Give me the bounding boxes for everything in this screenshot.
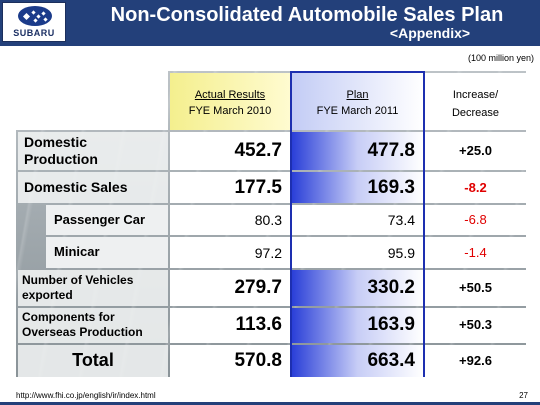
page-title: Non-Consolidated Automobile Sales Plan: [110, 4, 504, 26]
actual-domestic-sales: 177.5: [170, 172, 290, 203]
plan-passenger-car: 73.4: [292, 205, 423, 235]
col-header-change: Increase/ Decrease: [425, 73, 526, 130]
actual-total: 570.8: [170, 345, 290, 377]
actual-vehicles-exported: 279.7: [170, 270, 290, 306]
col-header-actual: Actual Results FYE March 2010: [170, 73, 290, 130]
change-domestic-sales: -8.2: [425, 172, 526, 203]
col-header-plan-line2: FYE March 2011: [316, 105, 399, 117]
col-header-plan: Plan FYE March 2011: [292, 73, 423, 130]
row-label-minicar: Minicar: [46, 237, 168, 268]
col-header-change-line2: Decrease: [451, 107, 500, 119]
actual-passenger-car: 80.3: [170, 205, 290, 235]
plan-column-left-border: [290, 71, 292, 377]
change-minicar: -1.4: [425, 237, 526, 268]
row-label-total: Total: [18, 345, 168, 377]
plan-minicar: 95.9: [292, 237, 423, 268]
change-components-overseas: +50.3: [425, 308, 526, 343]
plan-domestic-sales: 169.3: [292, 172, 423, 203]
plan-column-top-border: [290, 71, 425, 73]
col-header-actual-line2: FYE March 2010: [188, 105, 272, 117]
logo-text: SUBARU: [13, 28, 55, 38]
subaru-logo: SUBARU: [2, 2, 66, 42]
pleiades-star-icon: [18, 6, 52, 26]
col-header-plan-line1: Plan: [346, 89, 369, 101]
change-domestic-production: +25.0: [425, 132, 526, 170]
header-bar: SUBARU Non-Consolidated Automobile Sales…: [0, 0, 540, 46]
unit-note: (100 million yen): [467, 53, 534, 63]
page-subtitle: <Appendix>: [389, 25, 471, 41]
plan-vehicles-exported: 330.2: [292, 270, 423, 306]
actual-components-overseas: 113.6: [170, 308, 290, 343]
footer-bar: [0, 402, 540, 405]
plan-column-right-border: [423, 71, 425, 377]
plan-total: 663.4: [292, 345, 423, 377]
page-number: 27: [519, 391, 528, 400]
col-header-change-line1: Increase/: [452, 89, 499, 101]
col-header-actual-line1: Actual Results: [194, 89, 266, 101]
row-label-components-overseas: Components for Overseas Production: [18, 308, 168, 343]
footer-url: http://www.fhi.co.jp/english/ir/index.ht…: [16, 391, 156, 400]
row-label-domestic-production: Domestic Production: [18, 132, 168, 170]
sales-plan-table: Actual Results FYE March 2010 Plan FYE M…: [16, 71, 526, 377]
actual-minicar: 97.2: [170, 237, 290, 268]
row-label-passenger-car: Passenger Car: [46, 205, 168, 235]
header-empty-cell: [16, 71, 168, 130]
change-total: +92.6: [425, 345, 526, 377]
change-vehicles-exported: +50.5: [425, 270, 526, 306]
plan-domestic-production: 477.8: [292, 132, 423, 170]
actual-domestic-production: 452.7: [170, 132, 290, 170]
row-label-domestic-sales: Domestic Sales: [18, 172, 168, 203]
plan-components-overseas: 163.9: [292, 308, 423, 343]
row-label-vehicles-exported: Number of Vehicles exported: [18, 270, 168, 306]
change-passenger-car: -6.8: [425, 205, 526, 235]
